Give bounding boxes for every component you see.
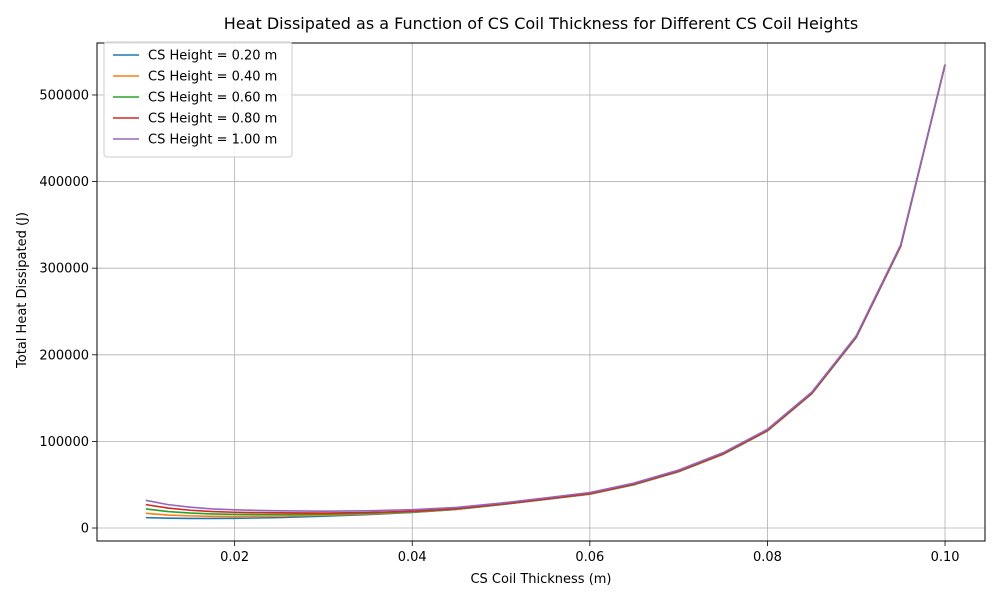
x-tick-label: 0.10 bbox=[931, 550, 960, 565]
x-tick-label: 0.04 bbox=[398, 550, 427, 565]
y-axis-label: Total Heat Dissipated (J) bbox=[15, 212, 30, 369]
legend: CS Height = 0.20 m CS Height = 0.40 m CS H… bbox=[103, 41, 293, 158]
x-tick-label: 0.06 bbox=[575, 550, 604, 565]
y-tick-label: 200000 bbox=[39, 348, 89, 363]
legend-label: CS Height = 0.80 m bbox=[148, 112, 277, 127]
plot-frame bbox=[96, 42, 986, 542]
series-line-5 bbox=[145, 64, 946, 513]
axis-ticks: 0.02 0.04 0.06 0.08 0.10 0 100000 200000 300000 4… bbox=[39, 88, 959, 565]
x-axis-label: CS Coil Thickness (m) bbox=[470, 572, 611, 587]
y-tick-label: 400000 bbox=[39, 175, 89, 190]
legend-box bbox=[103, 41, 293, 158]
series-lines bbox=[145, 64, 946, 520]
y-tick-label: 500000 bbox=[39, 88, 89, 103]
x-tick-label: 0.08 bbox=[753, 550, 782, 565]
y-tick-label: 300000 bbox=[39, 262, 89, 277]
y-tick-label: 100000 bbox=[39, 435, 89, 450]
legend-label: CS Height = 1.00 m bbox=[148, 133, 277, 148]
legend-label: CS Height = 0.20 m bbox=[148, 49, 277, 64]
x-tick-label: 0.02 bbox=[220, 550, 249, 565]
chart-title: Heat Dissipated as a Function of CS Coil… bbox=[224, 14, 858, 33]
y-tick-label: 0 bbox=[81, 522, 89, 537]
legend-label: CS Height = 0.60 m bbox=[148, 91, 277, 106]
legend-label: CS Height = 0.40 m bbox=[148, 70, 277, 85]
